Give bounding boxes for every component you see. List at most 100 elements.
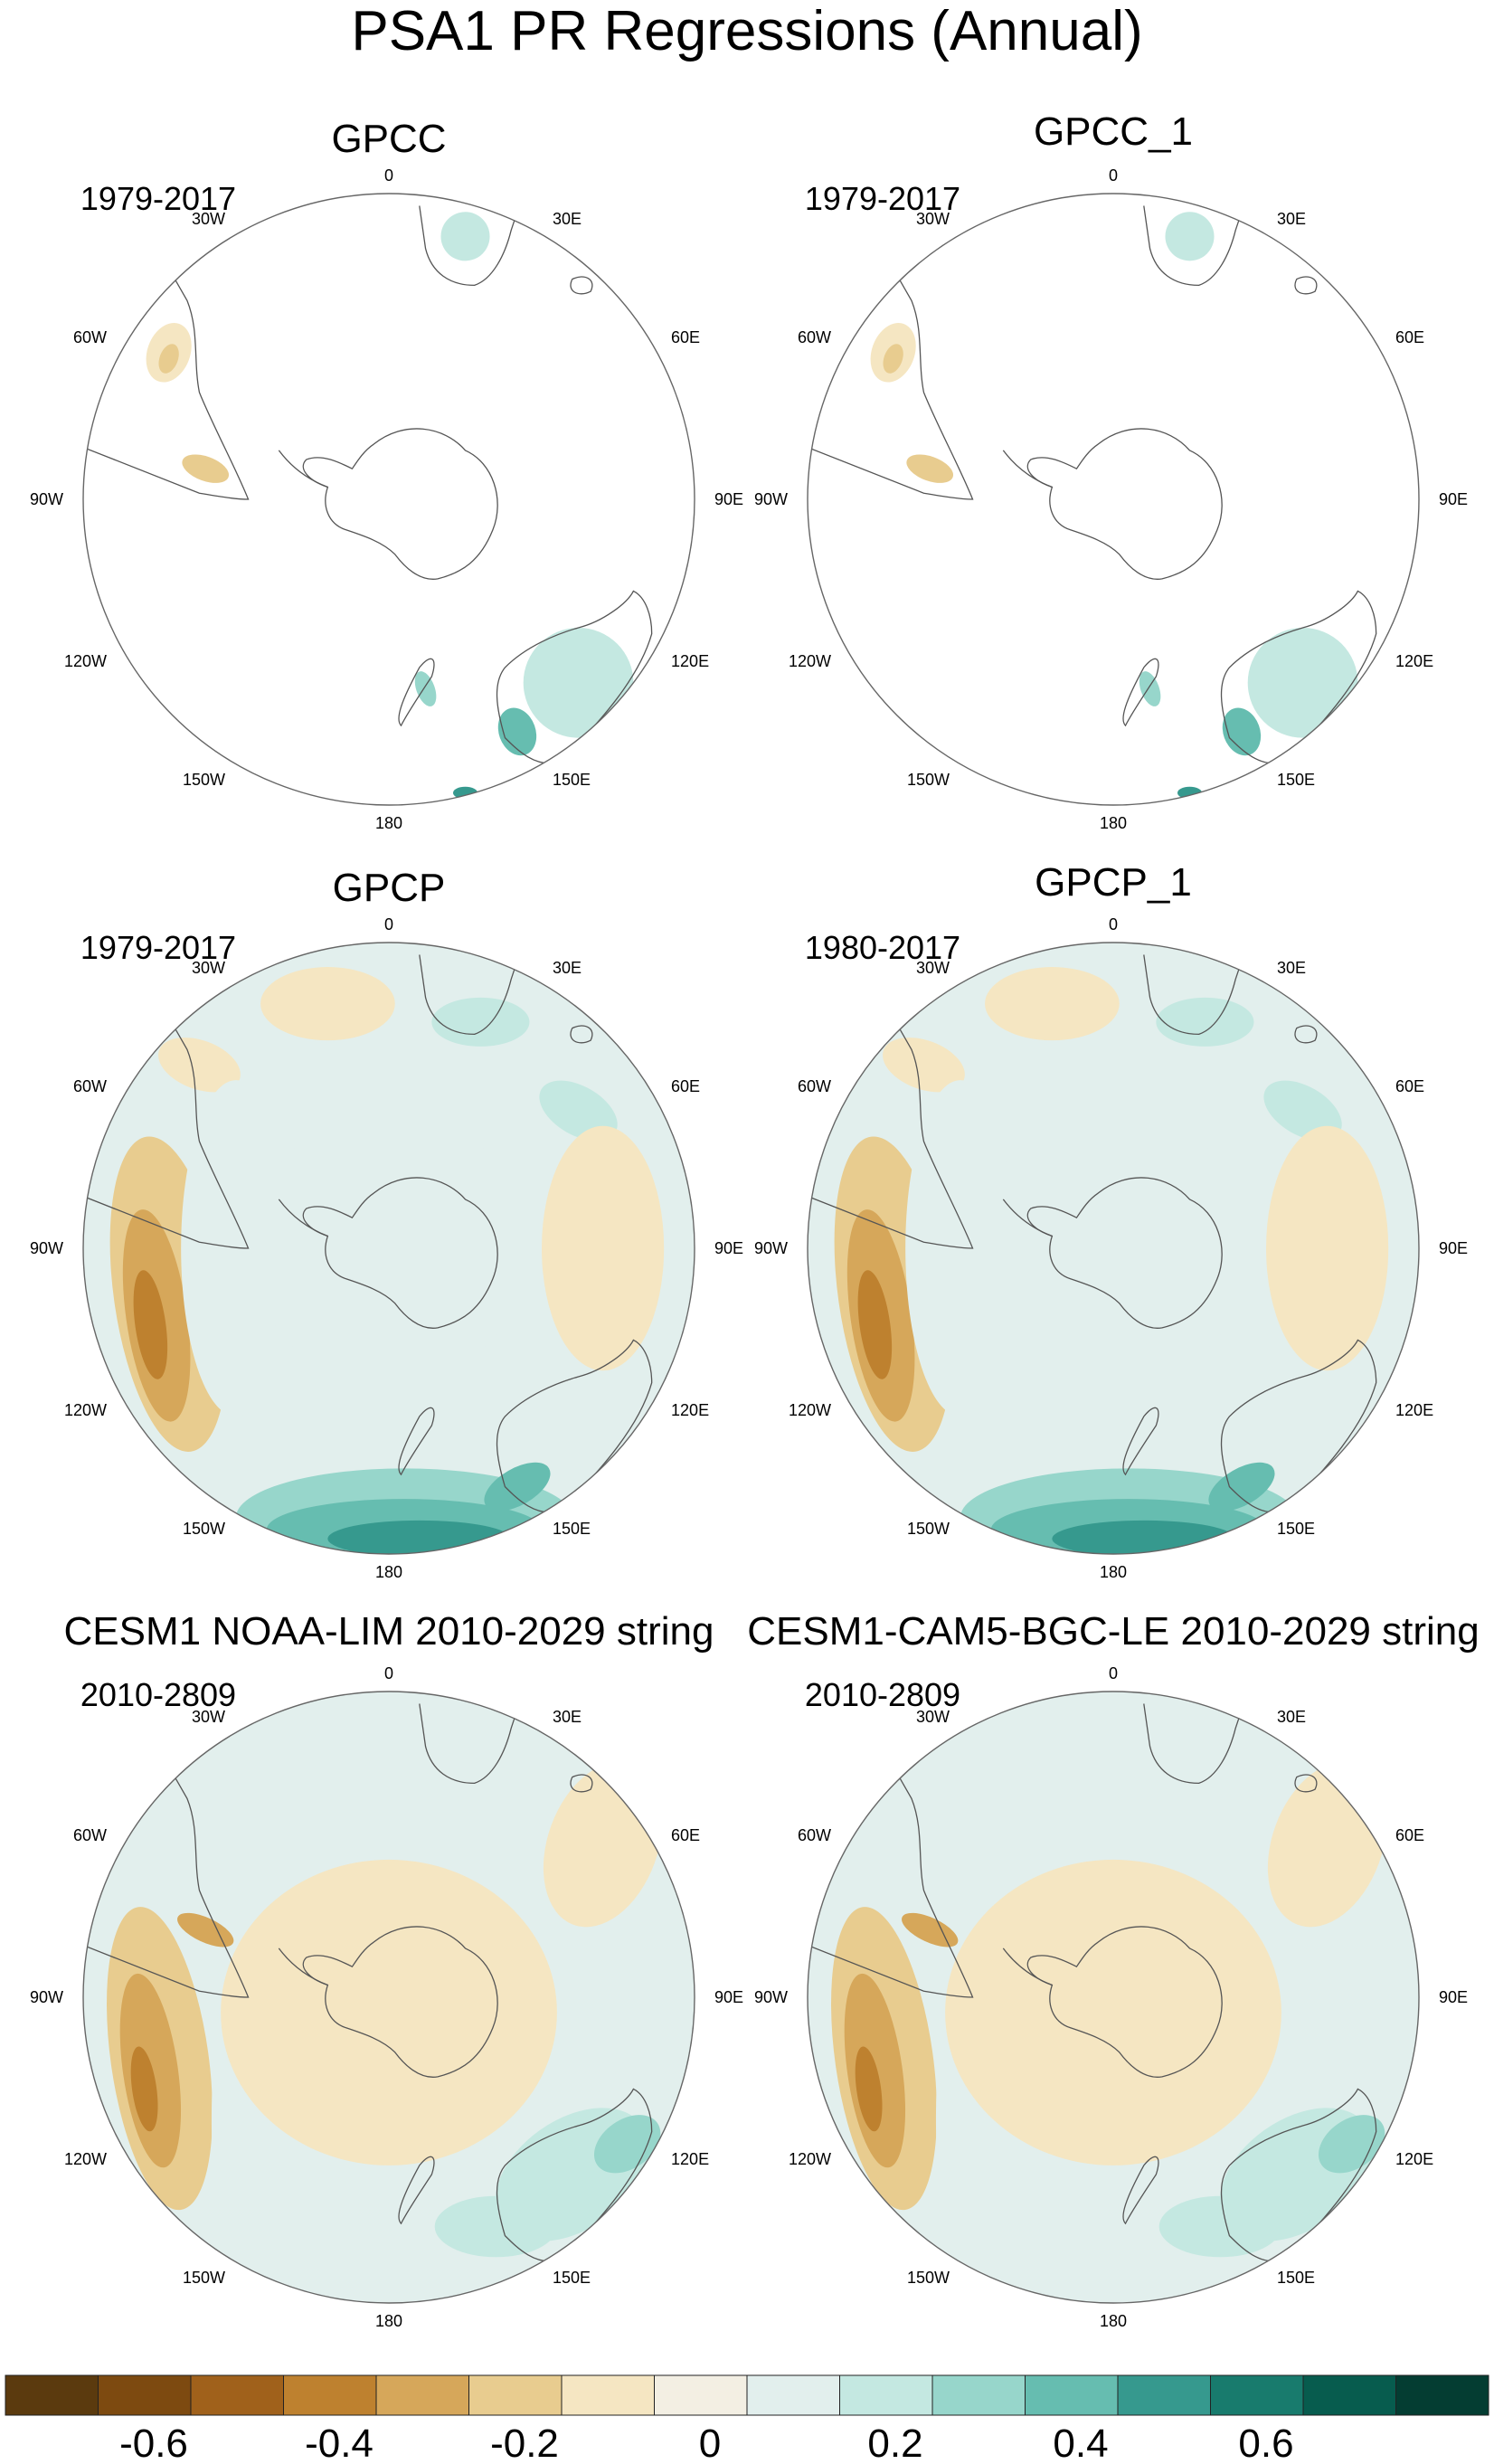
regression-contour bbox=[883, 1038, 965, 1093]
regression-contour bbox=[1158, 2195, 1281, 2258]
coastlines bbox=[83, 954, 653, 1546]
regression-contour bbox=[857, 1270, 893, 1379]
colorbar: -0.6 -0.4 -0.2 0 0.2 0.4 0.6 bbox=[5, 2374, 1489, 2464]
regression-contour bbox=[1139, 671, 1161, 706]
longitude-label: 60W bbox=[73, 1826, 107, 1844]
panel-period: 1979-2017 bbox=[805, 180, 960, 217]
colorbar-swatch bbox=[931, 2374, 1026, 2416]
longitude-label: 60E bbox=[1395, 1826, 1424, 1844]
polar-map: 0 30E 60E 90E 120E 150E 180 150W 120W 90W 60W 30W bbox=[30, 915, 743, 1581]
map-boundary bbox=[82, 1691, 695, 2304]
regression-contour bbox=[1208, 1462, 1275, 1512]
longitude-label: 0 bbox=[384, 166, 393, 185]
panel-title: CESM1-CAM5-BGC-LE 2010-2029 string bbox=[747, 1609, 1479, 1654]
regression-contour bbox=[260, 967, 395, 1041]
longitude-label: 0 bbox=[1109, 1664, 1118, 1682]
longitude-label: 60W bbox=[798, 1077, 831, 1095]
longitude-label: 30E bbox=[1277, 959, 1306, 977]
polar-map: 0 30E 60E 90E 120E 150E 180 150W 120W 90W 60W 30W bbox=[754, 166, 1468, 832]
map-panel-gpcc-1: GPCC_1 1979-2017 0 30E 60E 90E 120E 150E 180 150W… bbox=[754, 109, 1468, 832]
longitude-label: 60W bbox=[73, 1077, 107, 1095]
longitude-label: 120E bbox=[1395, 652, 1433, 670]
longitude-label: 60W bbox=[73, 328, 107, 346]
colorbar-swatch bbox=[1210, 2374, 1304, 2416]
panels-layer: GPCC 1979-2017 0 30E 60E 90E 120E 150E 180 150W 12… bbox=[30, 109, 1480, 2330]
regression-contour bbox=[883, 344, 903, 374]
regression-contour bbox=[945, 1770, 1190, 1857]
longitude-label: 0 bbox=[1109, 166, 1118, 185]
map-panel-cesm1-cam5-bgc-le: CESM1-CAM5-BGC-LE 2010-2029 string 2010-2… bbox=[747, 1609, 1479, 2330]
longitude-label: 180 bbox=[1100, 814, 1127, 832]
colorbar-tick-label: 0 bbox=[699, 2421, 721, 2464]
polar-map: 0 30E 60E 90E 120E 150E 180 150W 120W 90W 60W 30W bbox=[30, 166, 743, 832]
longitude-label: 30E bbox=[1277, 1708, 1306, 1726]
longitude-label: 150E bbox=[1277, 1520, 1315, 1538]
longitude-label: 150W bbox=[183, 2269, 225, 2287]
longitude-label: 90W bbox=[754, 490, 788, 508]
regression-contour bbox=[181, 1080, 291, 1417]
regression-contour bbox=[855, 2046, 883, 2132]
longitude-label: 150W bbox=[907, 2269, 950, 2287]
polar-map: 0 30E 60E 90E 120E 150E 180 150W 120W 90W 60W 30W bbox=[30, 1664, 743, 2330]
map-panel-cesm1-noaa-lim: CESM1 NOAA-LIM 2010-2029 string 2010-2809… bbox=[30, 1609, 743, 2330]
longitude-label: 30W bbox=[916, 1708, 950, 1726]
map-boundary bbox=[82, 193, 695, 806]
map-boundary bbox=[82, 942, 695, 1555]
regression-contour bbox=[177, 1912, 234, 1948]
longitude-label: 60W bbox=[798, 328, 831, 346]
longitude-label: 30E bbox=[553, 210, 582, 228]
panel-period: 1979-2017 bbox=[80, 180, 236, 217]
regression-contour bbox=[434, 2195, 557, 2258]
regression-contour bbox=[593, 2115, 661, 2174]
figure-title: PSA1 PR Regressions (Annual) bbox=[351, 0, 1142, 62]
regression-contour bbox=[431, 997, 530, 1047]
regression-contour bbox=[945, 1859, 1281, 2165]
map-boundary bbox=[807, 193, 1420, 806]
longitude-label: 180 bbox=[375, 2312, 402, 2330]
longitude-label: 90E bbox=[714, 1988, 743, 2006]
panel-period: 1980-2017 bbox=[805, 929, 960, 966]
regression-contour bbox=[130, 2046, 158, 2132]
coastlines bbox=[808, 205, 1377, 797]
longitude-label: 150E bbox=[553, 771, 591, 789]
longitude-label: 120W bbox=[64, 1401, 107, 1419]
polar-map: 0 30E 60E 90E 120E 150E 180 150W 120W 90W 60W 30W bbox=[754, 915, 1468, 1581]
regression-contour bbox=[975, 1110, 1252, 1387]
regression-contour bbox=[1318, 2115, 1385, 2174]
colorbar-swatch bbox=[375, 2374, 469, 2416]
map-boundary bbox=[807, 942, 1420, 1555]
regression-contour bbox=[158, 1038, 241, 1093]
coastlines bbox=[808, 1703, 1377, 2295]
longitude-label: 60E bbox=[1395, 1077, 1424, 1095]
regression-contour bbox=[221, 1770, 466, 1857]
regression-contour bbox=[985, 967, 1120, 1041]
longitude-label: 120E bbox=[671, 1401, 709, 1419]
longitude-label: 60E bbox=[671, 328, 700, 346]
colorbar-tick-label: -0.2 bbox=[490, 2421, 559, 2464]
colorbar-swatch bbox=[654, 2374, 748, 2416]
longitude-label: 30E bbox=[553, 959, 582, 977]
colorbar-swatch bbox=[1117, 2374, 1211, 2416]
colorbar-swatch bbox=[746, 2374, 840, 2416]
regression-contour bbox=[1222, 707, 1262, 756]
longitude-label: 90E bbox=[1439, 1239, 1468, 1257]
regression-contour bbox=[902, 1912, 959, 1948]
longitude-label: 0 bbox=[384, 1664, 393, 1682]
longitude-label: 120W bbox=[64, 2150, 107, 2168]
regression-contour bbox=[221, 1859, 557, 2165]
longitude-label: 90E bbox=[714, 490, 743, 508]
map-panel-gpcc: GPCC 1979-2017 0 30E 60E 90E 120E 150E 180 150W 12… bbox=[30, 117, 743, 832]
colorbar-swatch bbox=[468, 2374, 563, 2416]
regression-contour bbox=[251, 1110, 527, 1387]
regression-contour bbox=[523, 627, 634, 738]
colorbar-swatch bbox=[5, 2374, 99, 2416]
colorbar-swatch bbox=[1025, 2374, 1119, 2416]
longitude-label: 150E bbox=[1277, 2269, 1315, 2287]
longitude-label: 0 bbox=[1109, 915, 1118, 933]
longitude-label: 90E bbox=[1439, 490, 1468, 508]
longitude-label: 150W bbox=[183, 1520, 225, 1538]
panel-period: 2010-2809 bbox=[80, 1676, 236, 1713]
longitude-label: 90W bbox=[30, 490, 63, 508]
colorbar-swatch bbox=[98, 2374, 192, 2416]
